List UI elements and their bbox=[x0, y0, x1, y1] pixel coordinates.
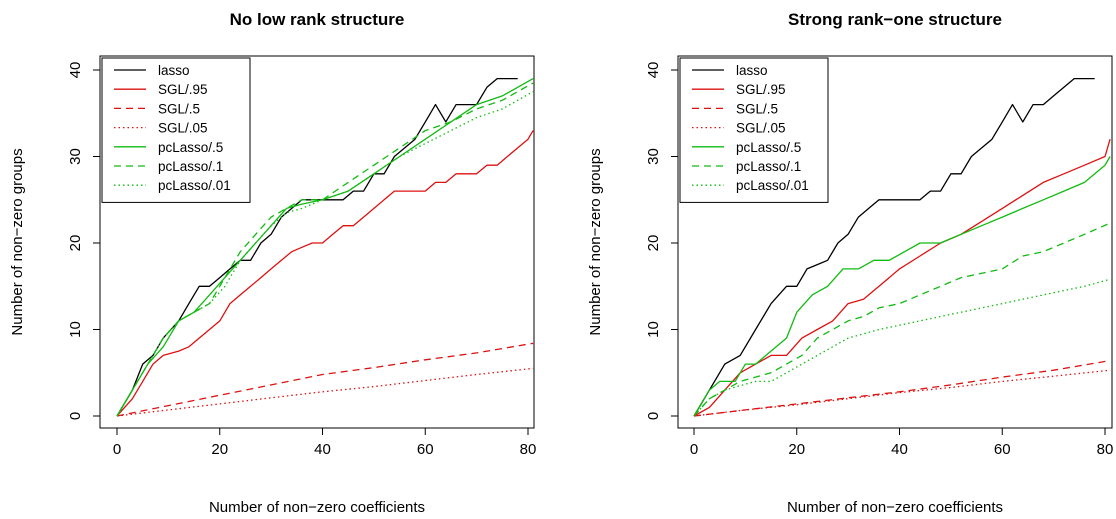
legend-label: lasso bbox=[736, 63, 768, 78]
legend-label: SGL/.05 bbox=[158, 121, 208, 136]
legend-label: pcLasso/.01 bbox=[158, 178, 231, 193]
legend-label: SGL/.5 bbox=[158, 101, 200, 116]
plot-frame bbox=[99, 55, 535, 429]
series-lines bbox=[693, 77, 1111, 417]
x-tick-label: 40 bbox=[891, 441, 908, 458]
y-tick-label: 30 bbox=[67, 148, 84, 165]
y-tick-label: 20 bbox=[67, 235, 84, 252]
series-line-pclasso-5 bbox=[116, 78, 534, 417]
x-tick-label: 80 bbox=[1097, 441, 1114, 458]
series-line-pclasso-01 bbox=[693, 278, 1111, 417]
y-tick-label: 10 bbox=[67, 321, 84, 338]
y-tick-label: 20 bbox=[645, 235, 662, 252]
series-line-sgl-5 bbox=[116, 342, 534, 417]
x-tick-label: 60 bbox=[417, 441, 434, 458]
x-tick-label: 40 bbox=[314, 441, 331, 458]
x-axis: 0 20 40 60 80 bbox=[113, 428, 537, 458]
series-line-pclasso-1 bbox=[116, 82, 534, 417]
chart-panel-right: Strong rank−one structure Number of non−… bbox=[587, 10, 1113, 516]
legend-label: pcLasso/.5 bbox=[736, 140, 801, 155]
x-tick-label: 20 bbox=[788, 441, 805, 458]
x-axis-label: Number of non−zero coefficients bbox=[787, 499, 1003, 516]
legend-box bbox=[101, 57, 251, 203]
legend-label: pcLasso/.01 bbox=[736, 178, 809, 193]
x-tick-label: 0 bbox=[690, 441, 698, 458]
series-line-pclasso-1 bbox=[693, 222, 1111, 417]
series-line-sgl-05 bbox=[693, 369, 1111, 417]
chart-title: Strong rank−one structure bbox=[788, 10, 1002, 29]
x-tick-label: 60 bbox=[994, 441, 1011, 458]
chart-panel-left: No low rank structure Number of non−zero… bbox=[9, 10, 536, 516]
y-tick-label: 0 bbox=[67, 412, 84, 420]
series-line-sgl-5 bbox=[693, 359, 1111, 417]
series-lines bbox=[116, 77, 534, 417]
series-line-sgl-95 bbox=[116, 130, 534, 417]
legend-label: pcLasso/.1 bbox=[158, 159, 223, 174]
chart-title: No low rank structure bbox=[230, 10, 405, 29]
y-tick-label: 30 bbox=[645, 148, 662, 165]
x-axis: 0 20 40 60 80 bbox=[690, 428, 1114, 458]
plot-frame bbox=[677, 55, 1113, 429]
legend-box bbox=[679, 57, 829, 203]
y-tick-label: 10 bbox=[645, 321, 662, 338]
legend-label: pcLasso/.1 bbox=[736, 159, 801, 174]
legend-label: SGL/.05 bbox=[736, 121, 786, 136]
legend-label: SGL/.5 bbox=[736, 101, 778, 116]
x-tick-label: 0 bbox=[113, 441, 121, 458]
y-axis: 0 10 20 30 40 bbox=[645, 62, 678, 420]
x-tick-label: 20 bbox=[211, 441, 228, 458]
y-tick-label: 0 bbox=[645, 412, 662, 420]
legend-label: pcLasso/.5 bbox=[158, 140, 223, 155]
series-line-pclasso-5 bbox=[693, 156, 1111, 417]
legend: lasso SGL/.95 SGL/.5 SGL/.05 pcLasso/.5 pcLas… bbox=[679, 57, 829, 203]
legend-label: SGL/.95 bbox=[736, 82, 786, 97]
series-line-lasso bbox=[693, 77, 1095, 417]
y-tick-label: 40 bbox=[67, 62, 84, 79]
y-axis-label: Number of non−zero groups bbox=[9, 148, 26, 335]
legend-label: SGL/.95 bbox=[158, 82, 208, 97]
series-line-sgl-05 bbox=[116, 367, 534, 417]
y-axis: 0 10 20 30 40 bbox=[67, 62, 100, 420]
legend-label: lasso bbox=[158, 63, 190, 78]
y-tick-label: 40 bbox=[645, 62, 662, 79]
legend: lasso SGL/.95 SGL/.5 SGL/.05 pcLasso/.5 pcLas… bbox=[101, 57, 251, 203]
x-axis-label: Number of non−zero coefficients bbox=[209, 499, 425, 516]
x-tick-label: 80 bbox=[520, 441, 537, 458]
y-axis-label: Number of non−zero groups bbox=[587, 148, 604, 335]
